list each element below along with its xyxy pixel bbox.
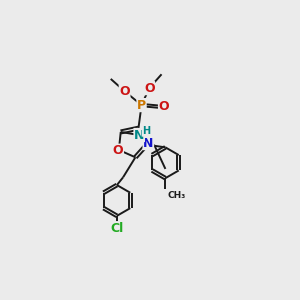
Text: P: P xyxy=(137,99,146,112)
Text: H: H xyxy=(142,126,150,136)
Text: O: O xyxy=(119,85,130,98)
Text: O: O xyxy=(159,100,169,113)
Text: O: O xyxy=(144,82,154,95)
Text: N: N xyxy=(134,128,144,142)
Text: CH₃: CH₃ xyxy=(168,191,186,200)
Text: N: N xyxy=(143,136,154,150)
Text: Cl: Cl xyxy=(110,222,124,235)
Text: O: O xyxy=(113,144,123,157)
